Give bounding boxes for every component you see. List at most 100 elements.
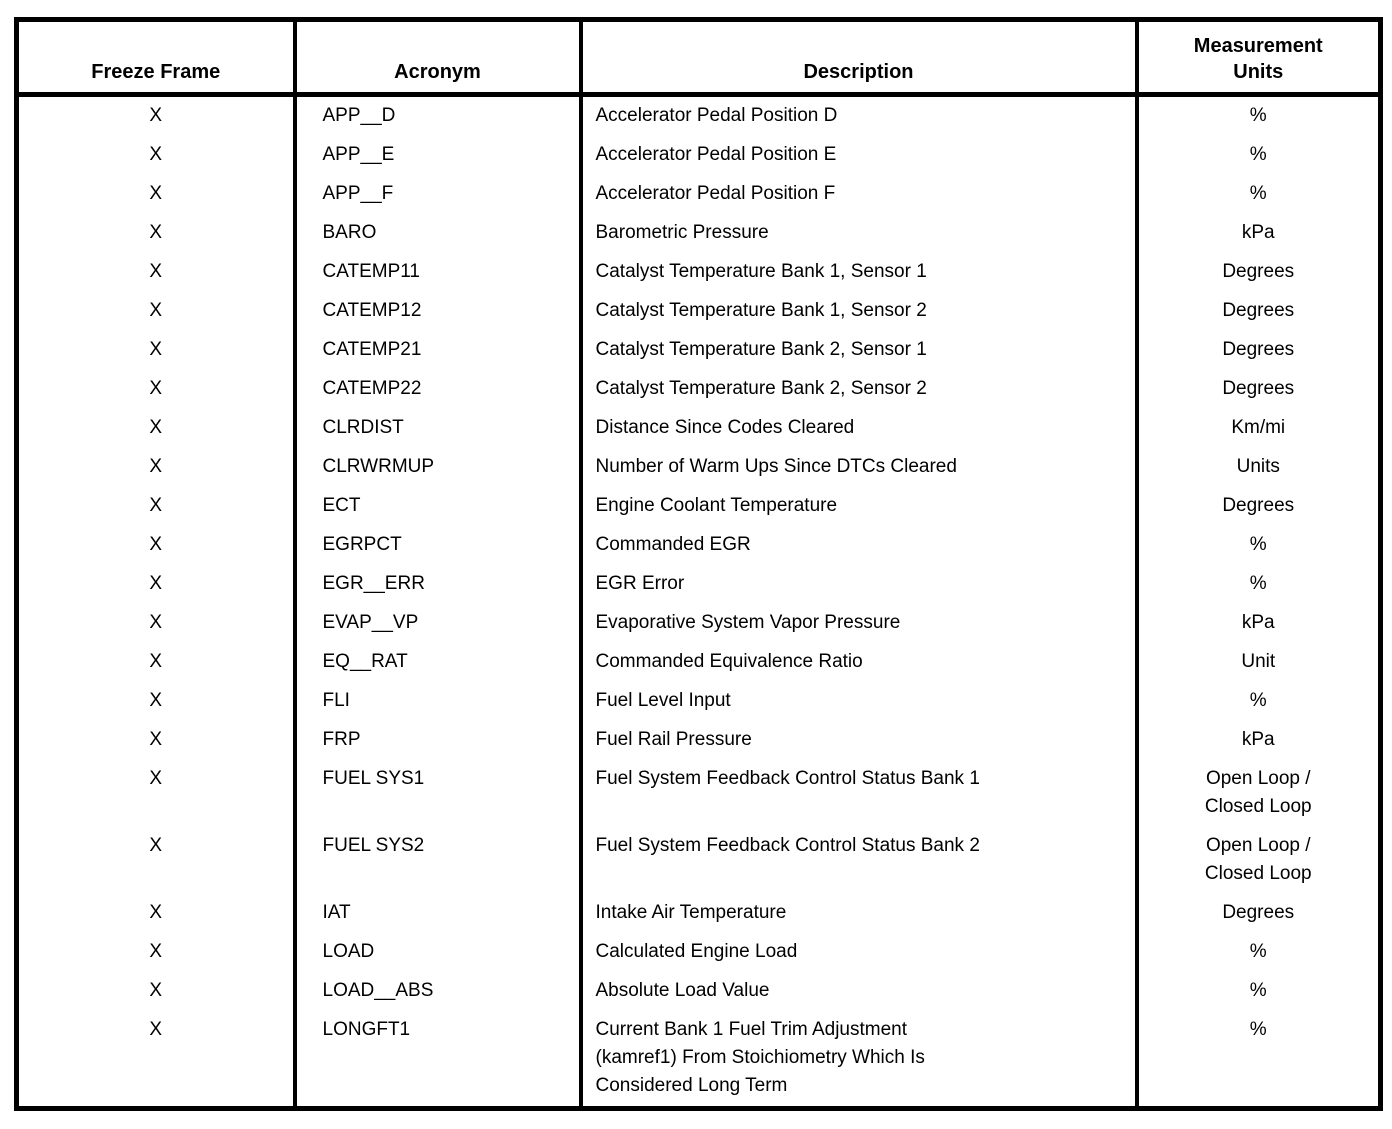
cell-description: Fuel System Feedback Control Status Bank… [578, 760, 1137, 827]
cell-description: Catalyst Temperature Bank 2, Sensor 2 [578, 370, 1137, 409]
cell-measurement-units: kPa [1134, 721, 1381, 760]
table-row: X ECT Engine Coolant Temperature Degrees [17, 487, 1381, 526]
cell-freeze-frame: X [149, 729, 163, 750]
cell-measurement-units: Unit [1134, 643, 1381, 682]
cell-description: Catalyst Temperature Bank 2, Sensor 1 [578, 331, 1137, 370]
cell-acronym: APP__E [292, 136, 581, 175]
cell-description: Commanded EGR [578, 526, 1137, 565]
cell-description: Number of Warm Ups Since DTCs Cleared [578, 448, 1137, 487]
cell-freeze-frame: X [149, 300, 163, 321]
cell-freeze-frame: X [149, 105, 163, 126]
cell-description: Absolute Load Value [578, 972, 1137, 1011]
cell-measurement-units: Open Loop / Closed Loop [1134, 760, 1381, 827]
table-row: X EVAP__VP Evaporative System Vapor Pres… [17, 604, 1381, 643]
table-row: X FRP Fuel Rail Pressure kPa [17, 721, 1381, 760]
cell-freeze-frame: X [149, 902, 163, 923]
cell-description: Evaporative System Vapor Pressure [578, 604, 1137, 643]
cell-description: Engine Coolant Temperature [578, 487, 1137, 526]
cell-description: Calculated Engine Load [578, 933, 1137, 972]
cell-acronym: BARO [292, 214, 581, 253]
cell-measurement-units: % [1134, 1011, 1381, 1109]
header-measurement-units: Measurement Units [1134, 19, 1381, 97]
cell-measurement-units: % [1134, 526, 1381, 565]
cell-description: Accelerator Pedal Position D [578, 94, 1137, 136]
table-row: X CATEMP22 Catalyst Temperature Bank 2, … [17, 370, 1381, 409]
table-row: X CLRDIST Distance Since Codes Cleared K… [17, 409, 1381, 448]
table-row: X FUEL SYS2 Fuel System Feedback Control… [17, 827, 1381, 894]
table-row: X EGRPCT Commanded EGR % [17, 526, 1381, 565]
table-row: X LOAD__ABS Absolute Load Value % [17, 972, 1381, 1011]
table-row: X CATEMP12 Catalyst Temperature Bank 1, … [17, 292, 1381, 331]
cell-acronym: CLRDIST [292, 409, 581, 448]
cell-freeze-frame: X [149, 768, 163, 789]
cell-measurement-units: kPa [1134, 214, 1381, 253]
cell-acronym: LOAD [292, 933, 581, 972]
cell-acronym: FLI [292, 682, 581, 721]
header-acronym: Acronym [292, 19, 581, 97]
table-row: X LONGFT1 Current Bank 1 Fuel Trim Adjus… [17, 1011, 1381, 1109]
cell-freeze-frame: X [149, 495, 163, 516]
cell-measurement-units: % [1134, 565, 1381, 604]
cell-acronym: FRP [292, 721, 581, 760]
table-row: X FUEL SYS1 Fuel System Feedback Control… [17, 760, 1381, 827]
cell-measurement-units: kPa [1134, 604, 1381, 643]
cell-measurement-units: % [1134, 682, 1381, 721]
cell-description: Current Bank 1 Fuel Trim Adjustment (kam… [578, 1011, 1137, 1109]
cell-measurement-units: Units [1134, 448, 1381, 487]
cell-description: Catalyst Temperature Bank 1, Sensor 1 [578, 253, 1137, 292]
table-header: Freeze Frame Acronym Description Measure… [16, 19, 1381, 97]
table-row: X CLRWRMUP Number of Warm Ups Since DTCs… [17, 448, 1381, 487]
table-row: X EQ__RAT Commanded Equivalence Ratio Un… [17, 643, 1381, 682]
cell-freeze-frame: X [149, 980, 163, 1001]
table-row: X APP__D Accelerator Pedal Position D % [17, 94, 1381, 136]
cell-freeze-frame: X [149, 651, 163, 672]
cell-freeze-frame: X [149, 1019, 163, 1040]
cell-acronym: EGRPCT [292, 526, 581, 565]
cell-acronym: APP__D [292, 94, 581, 136]
cell-acronym: ECT [292, 487, 581, 526]
cell-acronym: APP__F [292, 175, 581, 214]
table-row: X CATEMP21 Catalyst Temperature Bank 2, … [17, 331, 1381, 370]
table-row: X APP__E Accelerator Pedal Position E % [17, 136, 1381, 175]
cell-acronym: FUEL SYS2 [292, 827, 581, 894]
cell-freeze-frame: X [149, 144, 163, 165]
freeze-frame-pid-table: Freeze Frame Acronym Description Measure… [14, 17, 1383, 1111]
cell-measurement-units: Open Loop / Closed Loop [1134, 827, 1381, 894]
cell-acronym: CATEMP22 [292, 370, 581, 409]
cell-freeze-frame: X [149, 690, 163, 711]
cell-freeze-frame: X [149, 261, 163, 282]
cell-description: Intake Air Temperature [578, 894, 1137, 933]
cell-acronym: FUEL SYS1 [292, 760, 581, 827]
cell-measurement-units: % [1134, 933, 1381, 972]
cell-measurement-units: Degrees [1134, 292, 1381, 331]
cell-freeze-frame: X [149, 456, 163, 477]
cell-acronym: EQ__RAT [292, 643, 581, 682]
table-row: X CATEMP11 Catalyst Temperature Bank 1, … [17, 253, 1381, 292]
cell-measurement-units: % [1134, 136, 1381, 175]
cell-description: Fuel Rail Pressure [578, 721, 1137, 760]
cell-freeze-frame: X [149, 612, 163, 633]
table-row: X EGR__ERR EGR Error % [17, 565, 1381, 604]
cell-description: Fuel Level Input [578, 682, 1137, 721]
cell-description: Fuel System Feedback Control Status Bank… [578, 827, 1137, 894]
cell-acronym: CATEMP21 [292, 331, 581, 370]
cell-measurement-units: % [1134, 972, 1381, 1011]
table-row: X FLI Fuel Level Input % [17, 682, 1381, 721]
cell-freeze-frame: X [149, 183, 163, 204]
cell-freeze-frame: X [149, 573, 163, 594]
header-freeze-frame: Freeze Frame [16, 19, 295, 97]
header-row: Freeze Frame Acronym Description Measure… [16, 19, 1381, 97]
cell-measurement-units: Degrees [1134, 370, 1381, 409]
cell-freeze-frame: X [149, 339, 163, 360]
cell-freeze-frame: X [149, 534, 163, 555]
cell-description: Accelerator Pedal Position E [578, 136, 1137, 175]
cell-measurement-units: Km/mi [1134, 409, 1381, 448]
cell-measurement-units: Degrees [1134, 487, 1381, 526]
cell-measurement-units: % [1134, 175, 1381, 214]
cell-measurement-units: Degrees [1134, 894, 1381, 933]
cell-acronym: LOAD__ABS [292, 972, 581, 1011]
cell-description: EGR Error [578, 565, 1137, 604]
header-description: Description [578, 19, 1137, 97]
cell-acronym: CATEMP11 [292, 253, 581, 292]
table-body: X APP__D Accelerator Pedal Position D % … [17, 94, 1381, 1109]
